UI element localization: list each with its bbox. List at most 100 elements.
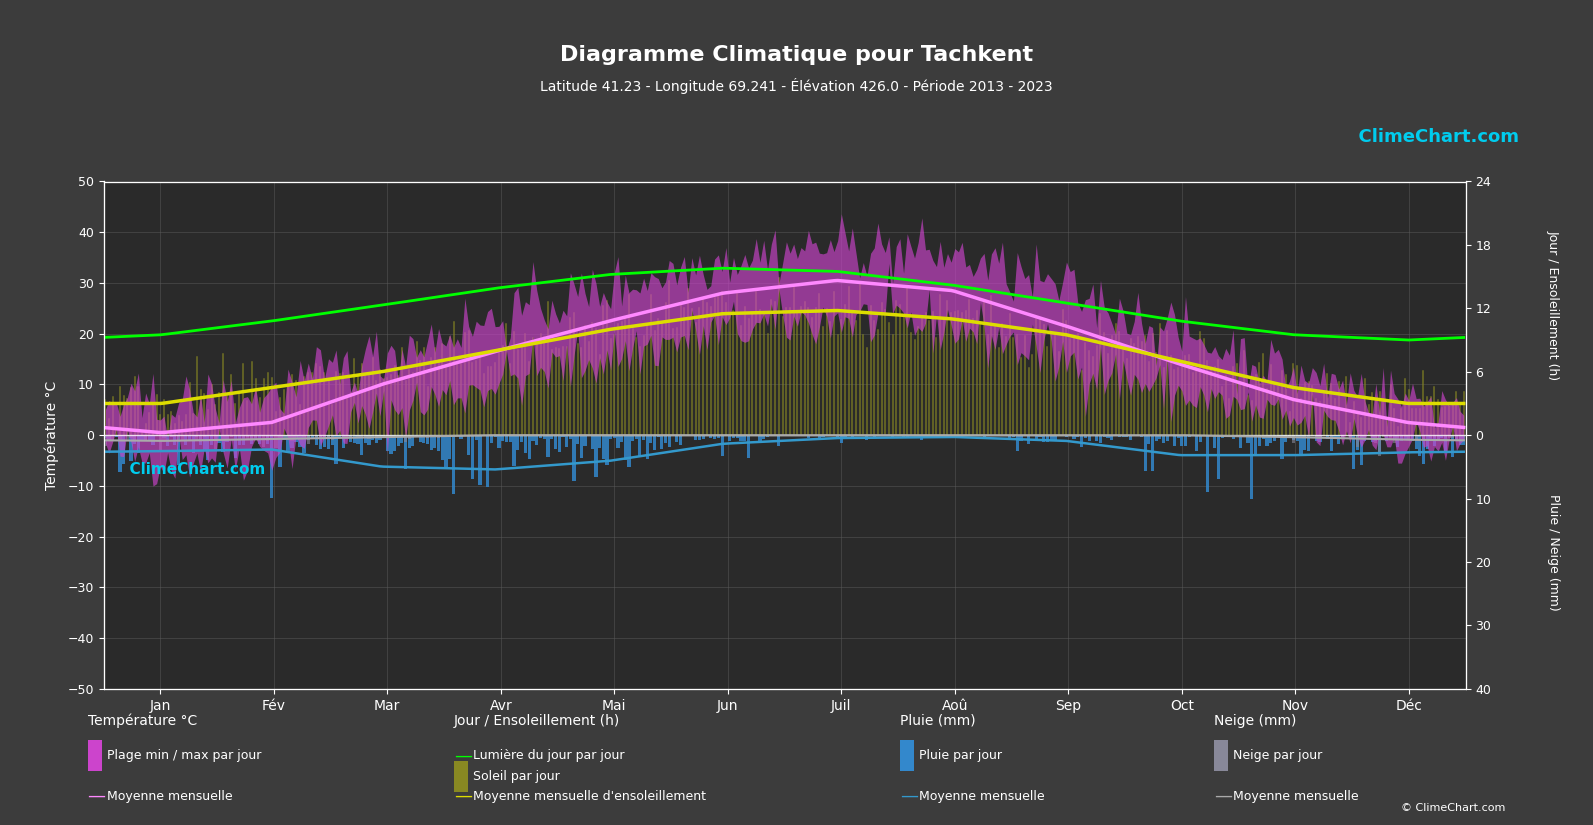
Text: Diagramme Climatique pour Tachkent: Diagramme Climatique pour Tachkent [559, 45, 1034, 65]
Bar [739, 436, 742, 441]
Bar [210, 436, 213, 445]
Text: —: — [454, 787, 472, 805]
Text: —: — [454, 747, 472, 765]
Bar [1125, 436, 1128, 437]
Bar [650, 436, 653, 443]
Bar [1214, 436, 1217, 448]
Bar [258, 436, 261, 444]
Bar [287, 436, 290, 453]
Bar [436, 436, 440, 438]
Text: Jour / Ensoleillement (h): Jour / Ensoleillement (h) [1547, 230, 1560, 380]
Bar [327, 436, 330, 438]
Bar [134, 436, 137, 441]
Bar [1437, 436, 1440, 439]
Bar [661, 436, 663, 449]
Bar [777, 436, 781, 446]
Bar [207, 436, 209, 460]
Bar [1389, 436, 1392, 440]
Bar [1147, 436, 1150, 444]
Bar [1352, 436, 1356, 469]
Bar [393, 436, 397, 451]
Text: Moyenne mensuelle: Moyenne mensuelle [1233, 790, 1359, 803]
Bar [602, 436, 605, 459]
Bar [1158, 436, 1161, 439]
Bar [199, 436, 202, 446]
Bar [1187, 436, 1190, 437]
Bar [634, 436, 637, 439]
Bar [452, 436, 456, 494]
Bar [237, 436, 241, 446]
Bar [1423, 436, 1426, 441]
Bar [502, 436, 505, 441]
Bar [397, 436, 400, 446]
Bar [202, 436, 205, 450]
Bar [174, 436, 177, 437]
Bar [371, 436, 374, 440]
Bar [1418, 436, 1421, 455]
Text: Latitude 41.23 - Longitude 69.241 - Élévation 426.0 - Période 2013 - 2023: Latitude 41.23 - Longitude 69.241 - Élév… [540, 78, 1053, 94]
Bar [1239, 436, 1243, 448]
Text: Jour / Ensoleillement (h): Jour / Ensoleillement (h) [454, 714, 620, 728]
Bar [1172, 436, 1176, 446]
Bar [1381, 436, 1384, 437]
Bar [1262, 436, 1265, 438]
Bar [1386, 436, 1389, 437]
Bar [1110, 436, 1114, 440]
Bar [701, 436, 704, 439]
Bar [1292, 436, 1295, 441]
Bar [226, 436, 229, 439]
Bar [112, 436, 115, 440]
Bar [494, 436, 497, 437]
Bar [639, 436, 642, 456]
Bar [151, 436, 155, 445]
Bar [331, 436, 335, 440]
Bar [1102, 436, 1106, 437]
Bar [282, 436, 285, 438]
Bar [1407, 436, 1410, 440]
Text: Pluie / Neige (mm): Pluie / Neige (mm) [1547, 494, 1560, 611]
Bar [508, 436, 511, 442]
Bar [605, 436, 609, 465]
Bar [1284, 436, 1287, 442]
Bar [1206, 436, 1209, 492]
Bar [1375, 436, 1378, 441]
Bar [1258, 436, 1262, 437]
Bar [118, 436, 121, 439]
Bar [177, 436, 180, 465]
Bar [569, 436, 572, 439]
Bar [1400, 436, 1403, 437]
Bar [1325, 436, 1329, 439]
Bar [386, 436, 389, 437]
Bar [295, 436, 298, 439]
Bar [1289, 436, 1292, 437]
Bar [298, 436, 301, 446]
Bar [379, 436, 382, 440]
Bar [180, 436, 183, 441]
Bar [1400, 436, 1403, 441]
Bar [436, 436, 440, 451]
Bar [425, 436, 429, 438]
Bar [1306, 436, 1309, 451]
Bar [1443, 436, 1446, 438]
Bar [817, 436, 820, 438]
Bar [143, 436, 147, 441]
Bar [349, 436, 352, 442]
Bar [1397, 436, 1399, 447]
Bar [250, 436, 253, 439]
Text: Plage min / max par jour: Plage min / max par jour [107, 749, 261, 762]
Bar [1378, 436, 1381, 456]
Text: Moyenne mensuelle d'ensoleillement: Moyenne mensuelle d'ensoleillement [473, 790, 706, 803]
Text: ClimeChart.com: ClimeChart.com [119, 462, 266, 477]
Bar [177, 436, 180, 442]
Bar [851, 436, 854, 437]
Bar [1407, 436, 1410, 440]
Bar [271, 436, 274, 498]
Text: Pluie (mm): Pluie (mm) [900, 714, 975, 728]
Bar [459, 436, 462, 440]
Bar [1448, 436, 1451, 438]
Bar [1184, 436, 1187, 446]
Bar [572, 436, 575, 481]
Y-axis label: Température °C: Température °C [45, 380, 59, 490]
Bar [631, 436, 634, 441]
Bar [368, 436, 371, 439]
